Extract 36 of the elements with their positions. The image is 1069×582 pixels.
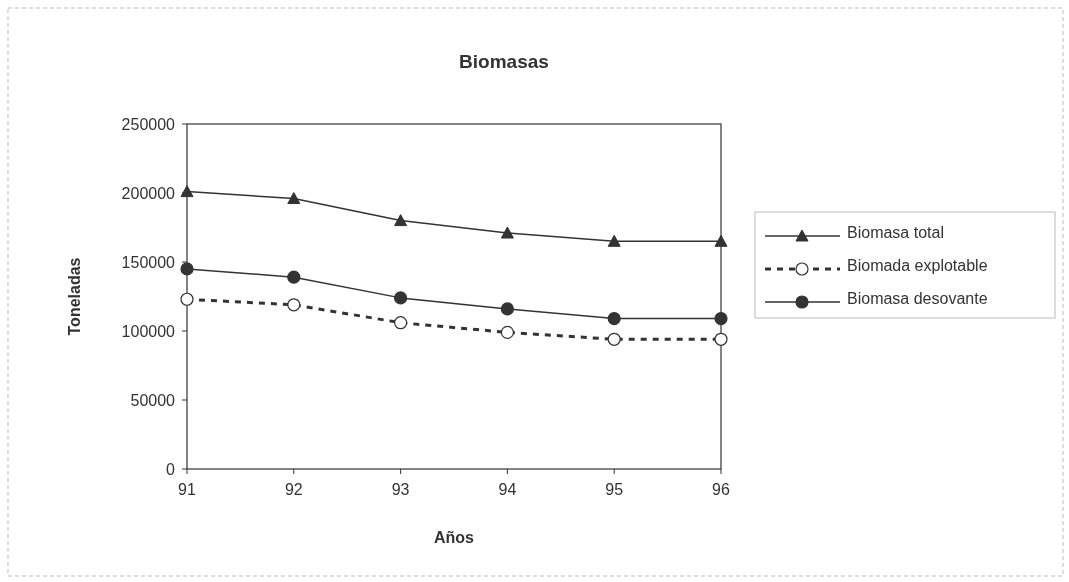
legend-label: Biomasa desovante <box>847 289 988 307</box>
point <box>394 214 408 227</box>
x-tick-label: 91 <box>178 481 196 498</box>
point <box>287 192 301 205</box>
point <box>287 270 301 284</box>
chart-title: Biomasas <box>459 51 549 72</box>
y-tick-label: 250000 <box>121 115 176 133</box>
point <box>607 311 621 326</box>
point <box>500 302 514 316</box>
point <box>714 332 728 346</box>
point <box>714 311 728 326</box>
legend-label: Biomasa total <box>847 223 944 241</box>
point <box>287 298 301 312</box>
point <box>500 325 514 339</box>
x-tick-label: 93 <box>391 481 410 498</box>
point <box>607 234 621 247</box>
point <box>180 262 194 276</box>
point <box>394 291 408 305</box>
point <box>180 292 194 306</box>
point <box>394 316 408 330</box>
y-tick-label: 50000 <box>130 391 176 409</box>
point <box>500 226 514 239</box>
point <box>607 332 621 346</box>
x-axis-title: Años <box>434 529 475 546</box>
y-tick-label: 100000 <box>121 322 176 340</box>
x-tick-label: 95 <box>605 481 624 498</box>
x-tick-label: 92 <box>284 481 303 498</box>
x-tick-label: 94 <box>498 481 517 498</box>
point <box>714 234 728 247</box>
y-tick-label: 200000 <box>121 184 176 202</box>
y-axis-title: Toneladas <box>66 257 83 336</box>
y-tick-label: 150000 <box>121 253 176 271</box>
point <box>180 185 194 198</box>
x-tick-label: 96 <box>712 481 730 498</box>
y-tick-label: 0 <box>166 460 176 478</box>
legend-label: Biomada explotable <box>847 256 988 274</box>
